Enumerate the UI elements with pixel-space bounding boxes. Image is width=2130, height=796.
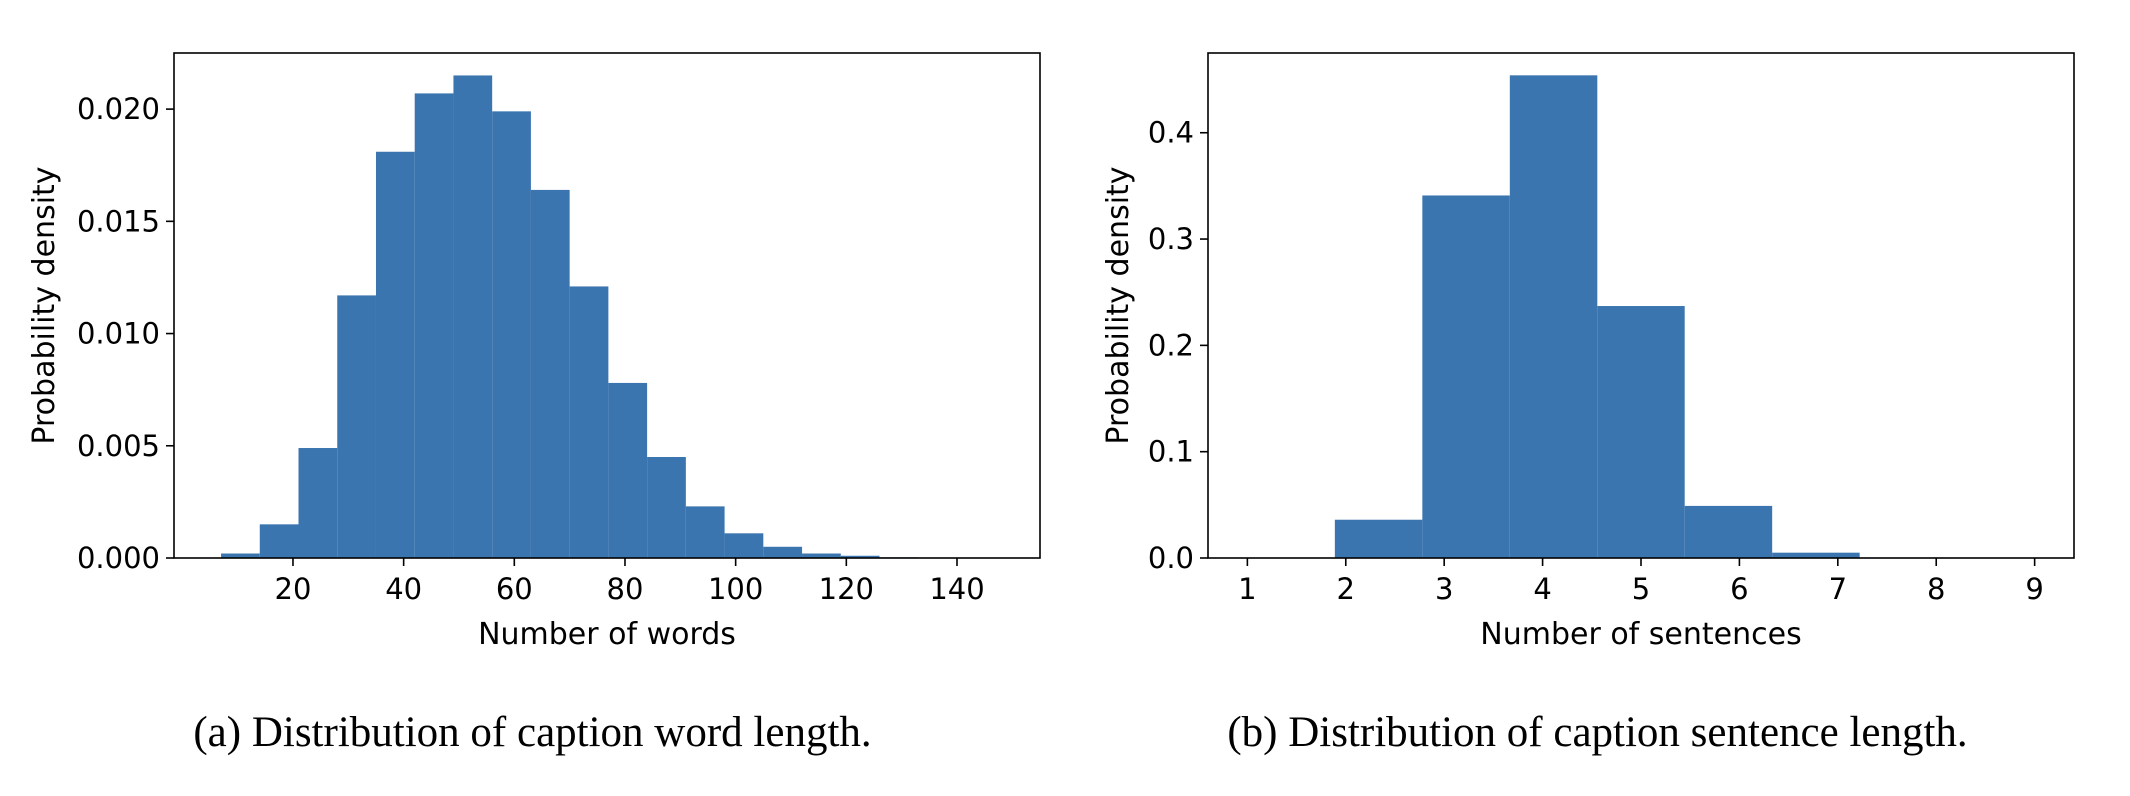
histogram-bar <box>1597 306 1685 558</box>
figure-sentence-length: 1 2 3 4 5 6 7 8 9 0.0 0.1 0.2 0.3 0.4 Number of senten… <box>1065 0 2130 796</box>
y-tick-label: 0.010 <box>77 317 160 351</box>
y-axis-label: Probability density <box>1101 166 1136 444</box>
x-tick-label: 4 <box>1533 572 1551 606</box>
y-tick-label: 0.000 <box>77 541 160 575</box>
caption-b: (b) Distribution of caption sentence len… <box>1227 709 1968 756</box>
x-tick-label: 1 <box>1238 572 1256 606</box>
histogram-bar <box>453 75 493 558</box>
histogram-bar <box>647 457 686 558</box>
y-tick-label: 0.4 <box>1148 116 1194 150</box>
y-tick-label: 0.020 <box>77 92 160 126</box>
x-tick-label: 20 <box>275 572 312 606</box>
x-tick-label: 9 <box>2025 572 2043 606</box>
histogram-bar <box>337 295 376 558</box>
x-axis-label: Number of sentences <box>1480 617 1801 652</box>
histogram-bar <box>1422 195 1510 558</box>
histogram-bar <box>1509 75 1598 558</box>
sentence-length-histogram: 1 2 3 4 5 6 7 8 9 0.0 0.1 0.2 0.3 0.4 Number of senten… <box>1101 52 2075 652</box>
histogram-bar <box>608 382 648 558</box>
histogram-bar <box>569 286 609 558</box>
y-axis-label: Probability density <box>27 166 62 444</box>
y-tick-label: 0.2 <box>1148 328 1194 362</box>
histogram-bar <box>1772 552 1860 558</box>
histogram-bar <box>530 189 570 558</box>
x-tick-label: 7 <box>1829 572 1847 606</box>
y-tick-label: 0.015 <box>77 204 160 238</box>
x-tick-label: 6 <box>1730 572 1748 606</box>
y-tick-label: 0.005 <box>77 429 160 463</box>
x-tick-label: 5 <box>1632 572 1650 606</box>
histogram-bar <box>724 533 764 558</box>
y-tick-label: 0.3 <box>1148 222 1194 256</box>
histogram-bar <box>763 546 803 558</box>
x-tick-label: 80 <box>607 572 644 606</box>
word-length-histogram: 20 40 60 80 100 120 140 0.000 0.005 0.010 0.015 0.0… <box>27 52 1041 652</box>
plot-frame <box>173 52 1041 559</box>
histogram-bar <box>298 448 338 558</box>
histogram-bar <box>1684 505 1773 558</box>
x-tick-label: 100 <box>708 572 763 606</box>
x-tick-label: 60 <box>496 572 533 606</box>
histogram-bar <box>221 553 260 558</box>
histogram-bar <box>802 553 841 558</box>
caption-a: (a) Distribution of caption word length. <box>193 709 872 756</box>
y-tick-label: 0.1 <box>1148 435 1194 469</box>
x-tick-label: 2 <box>1337 572 1355 606</box>
x-tick-label: 120 <box>819 572 874 606</box>
x-axis-label: Number of words <box>478 617 736 652</box>
x-tick-label: 3 <box>1435 572 1453 606</box>
histogram-bar <box>375 151 415 558</box>
histogram-bar <box>259 524 299 558</box>
histogram-bar <box>492 111 531 558</box>
x-tick-label: 140 <box>929 572 984 606</box>
histogram-bar <box>840 555 880 558</box>
x-tick-label: 40 <box>385 572 422 606</box>
histogram-bar <box>414 93 454 559</box>
figure-word-length: 20 40 60 80 100 120 140 0.000 0.005 0.010 0.015 0.0… <box>27 52 1041 756</box>
histogram-bar <box>1334 519 1423 558</box>
x-tick-label: 8 <box>1927 572 1945 606</box>
histogram-bar <box>685 506 725 558</box>
y-tick-label: 0.0 <box>1148 541 1194 575</box>
